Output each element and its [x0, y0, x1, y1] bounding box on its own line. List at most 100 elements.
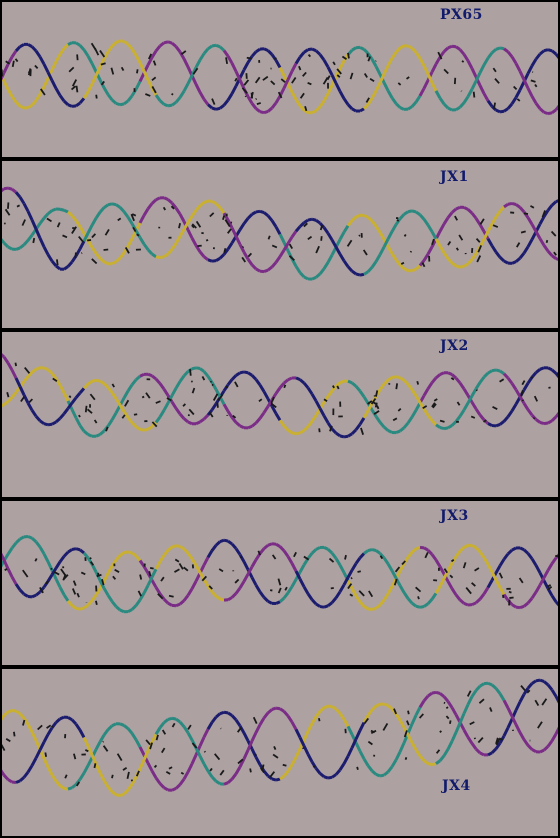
strand-backbone [370, 58, 378, 68]
strand-backbone [174, 207, 182, 215]
strand-backbone [178, 90, 186, 99]
strand-backbone [415, 264, 421, 271]
strand-backbone [238, 79, 246, 90]
strand-backbone [382, 557, 390, 565]
strand-backbone [134, 599, 142, 607]
strand-backbone [47, 209, 53, 215]
strand-backbone [374, 225, 382, 234]
strand-backbone [126, 43, 134, 50]
atom-bond [530, 79, 536, 83]
atom-bond [102, 745, 109, 752]
strand-backbone [30, 99, 38, 107]
strand-backbone [370, 260, 378, 269]
atom-bond [293, 551, 297, 558]
strand-backbone [34, 540, 42, 548]
strand-backbone [250, 731, 258, 742]
strand-backbone [554, 372, 558, 379]
atom-bond [516, 242, 521, 248]
atom-bond [139, 574, 143, 580]
strand-backbone [510, 715, 518, 726]
strand-backbone [462, 95, 470, 104]
strand-backbone [303, 108, 309, 114]
atom-bond [247, 252, 253, 258]
strand-backbone [86, 599, 94, 607]
strand-backbone [234, 547, 242, 556]
strand-backbone [90, 62, 98, 73]
strand-backbone [366, 709, 374, 717]
strand-backbone [426, 224, 434, 233]
strand-backbone [346, 725, 354, 736]
atom-bond [403, 234, 407, 237]
strand-backbone [471, 544, 477, 549]
atom-bond [349, 593, 354, 597]
strand-backbone [398, 213, 406, 220]
strand-backbone [454, 722, 462, 734]
atom-bond [474, 567, 480, 572]
strand-backbone [67, 786, 73, 791]
strand-backbone [163, 252, 169, 258]
atom-bond [132, 226, 137, 233]
strand-backbone [82, 551, 90, 559]
strand-backbone [298, 221, 306, 228]
atom-bond [470, 415, 476, 419]
strand-backbone [298, 736, 306, 747]
atom-bond [456, 401, 461, 406]
strand-backbone [214, 388, 222, 398]
strand-backbone [278, 419, 286, 427]
strand-backbone [498, 692, 506, 702]
strand-backbone [111, 790, 117, 796]
strand-backbone [538, 215, 546, 225]
strand-backbone [530, 591, 538, 600]
strand-backbone [147, 425, 153, 431]
strand-backbone [279, 707, 285, 713]
strand-backbone [230, 592, 238, 599]
atom-bond [550, 230, 557, 237]
strand-backbone [78, 729, 86, 739]
strand-backbone [326, 232, 334, 241]
atom-bond [34, 64, 39, 69]
strand-backbone [267, 599, 273, 605]
strand-backbone [87, 433, 93, 438]
atom-bond [369, 78, 375, 83]
strand-backbone [67, 716, 73, 722]
atom-bond [73, 753, 77, 760]
strand-backbone [126, 216, 134, 225]
atom-bond [53, 571, 60, 576]
atom-bond [406, 76, 410, 80]
atom-bond [94, 47, 100, 56]
strand-backbone [262, 390, 270, 400]
atom-bond [203, 750, 206, 753]
atom-bond [187, 724, 192, 730]
strand-backbone [50, 372, 58, 380]
strand-backbone [291, 431, 297, 436]
strand-backbone [518, 206, 526, 213]
strand-backbone [138, 214, 146, 224]
strand-backbone [398, 263, 406, 270]
strand-backbone [502, 727, 510, 737]
strand-backbone [427, 691, 433, 698]
atom-bond [76, 592, 80, 598]
strand-backbone [462, 703, 470, 715]
atom-bond [68, 395, 72, 399]
strand-backbone [438, 754, 446, 762]
strand-backbone [146, 762, 154, 772]
strand-backbone [407, 105, 413, 111]
atom-bond [526, 689, 531, 694]
strand-backbone [434, 56, 442, 65]
strand-backbone [450, 587, 458, 596]
atom-bond [336, 385, 340, 390]
strand-backbone [183, 417, 189, 424]
atom-bond [117, 217, 122, 222]
strand-backbone [78, 44, 86, 51]
strand-backbone [18, 712, 26, 720]
atom-bond [74, 252, 77, 258]
strand-backbone [211, 43, 217, 48]
strand-backbone [390, 223, 398, 233]
strand-backbone [286, 83, 294, 93]
atom-bond [363, 717, 369, 725]
atom-bond [363, 73, 368, 78]
strand-backbone [35, 366, 41, 371]
strand-backbone [363, 549, 369, 555]
strand-backbone [506, 102, 514, 110]
strand-backbone [494, 579, 502, 589]
